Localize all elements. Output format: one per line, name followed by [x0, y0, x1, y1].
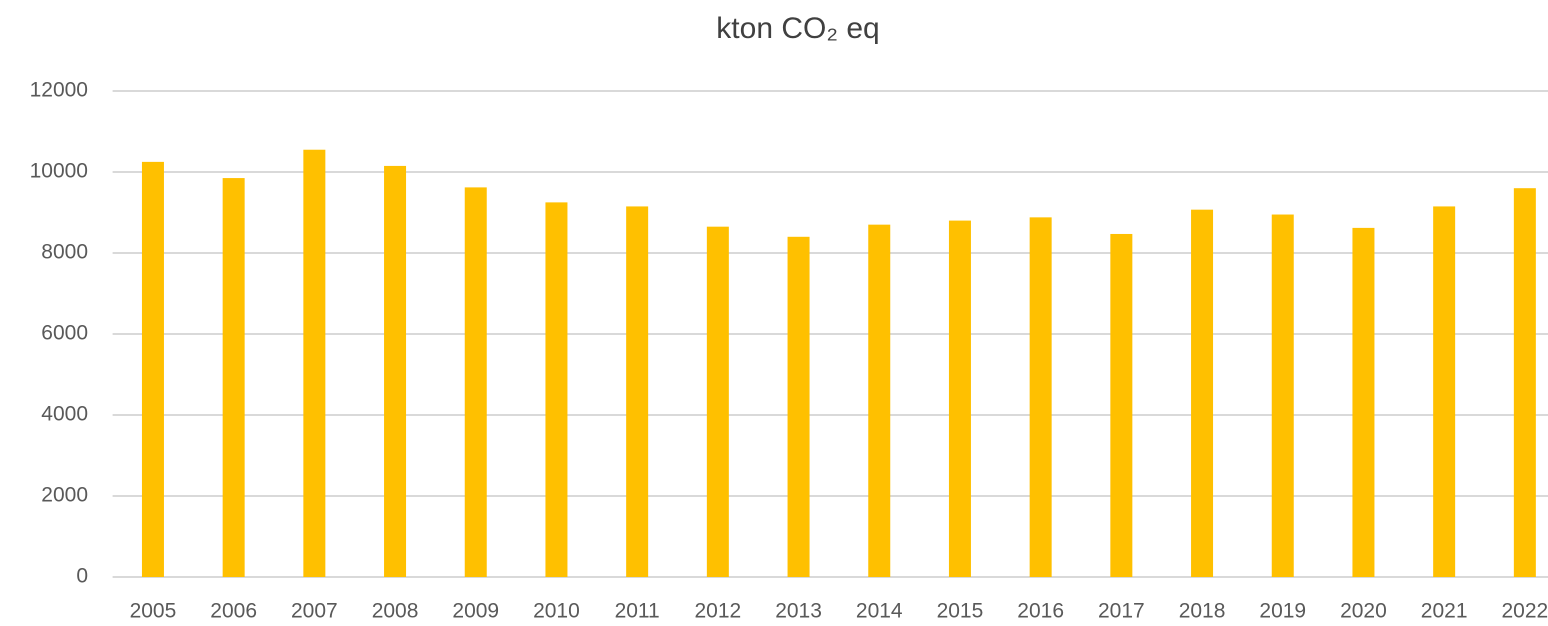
x-tick-label: 2016 [1017, 600, 1064, 623]
x-tick-label: 2021 [1421, 600, 1468, 623]
y-tick-label: 2000 [41, 484, 88, 507]
x-tick-label: 2017 [1098, 600, 1145, 623]
y-tick-label: 6000 [41, 322, 88, 345]
x-tick-label: 2006 [210, 600, 257, 623]
bar [384, 165, 407, 578]
x-tick-label: 2014 [856, 600, 903, 623]
y-tick-label: 10000 [30, 160, 88, 183]
bar [464, 187, 487, 577]
bar [626, 206, 649, 578]
x-tick-label: 2011 [615, 600, 660, 623]
y-tick-label: 4000 [41, 403, 88, 426]
bar [1029, 217, 1052, 578]
x-tick-label: 2015 [937, 600, 984, 623]
bar [1433, 206, 1456, 578]
bar [222, 178, 245, 577]
chart-title: kton CO₂ eq [716, 12, 879, 45]
x-tick-label: 2009 [452, 600, 499, 623]
x-tick-label: 2010 [533, 600, 580, 623]
bar [868, 224, 891, 577]
y-tick-label: 0 [76, 565, 88, 588]
x-tick-label: 2020 [1340, 600, 1387, 623]
bar [1352, 227, 1375, 577]
x-tick-label: 2005 [130, 600, 177, 623]
x-tick-label: 2008 [372, 600, 419, 623]
bar [1110, 233, 1133, 577]
y-tick-label: 12000 [30, 79, 88, 102]
x-tick-label: 2007 [291, 600, 338, 623]
x-tick-label: 2019 [1259, 600, 1306, 623]
y-tick-label: 8000 [41, 241, 88, 264]
x-tick-label: 2022 [1501, 600, 1548, 623]
bar [303, 149, 326, 577]
bar [141, 161, 164, 577]
bar [948, 220, 971, 577]
x-tick-label: 2018 [1179, 600, 1226, 623]
bar [545, 202, 568, 577]
bar [787, 236, 810, 578]
x-tick-label: 2012 [694, 600, 741, 623]
bar [1513, 188, 1536, 577]
bar [706, 226, 729, 578]
bar [1191, 209, 1214, 578]
x-tick-label: 2013 [775, 600, 822, 623]
bar [1271, 214, 1294, 577]
